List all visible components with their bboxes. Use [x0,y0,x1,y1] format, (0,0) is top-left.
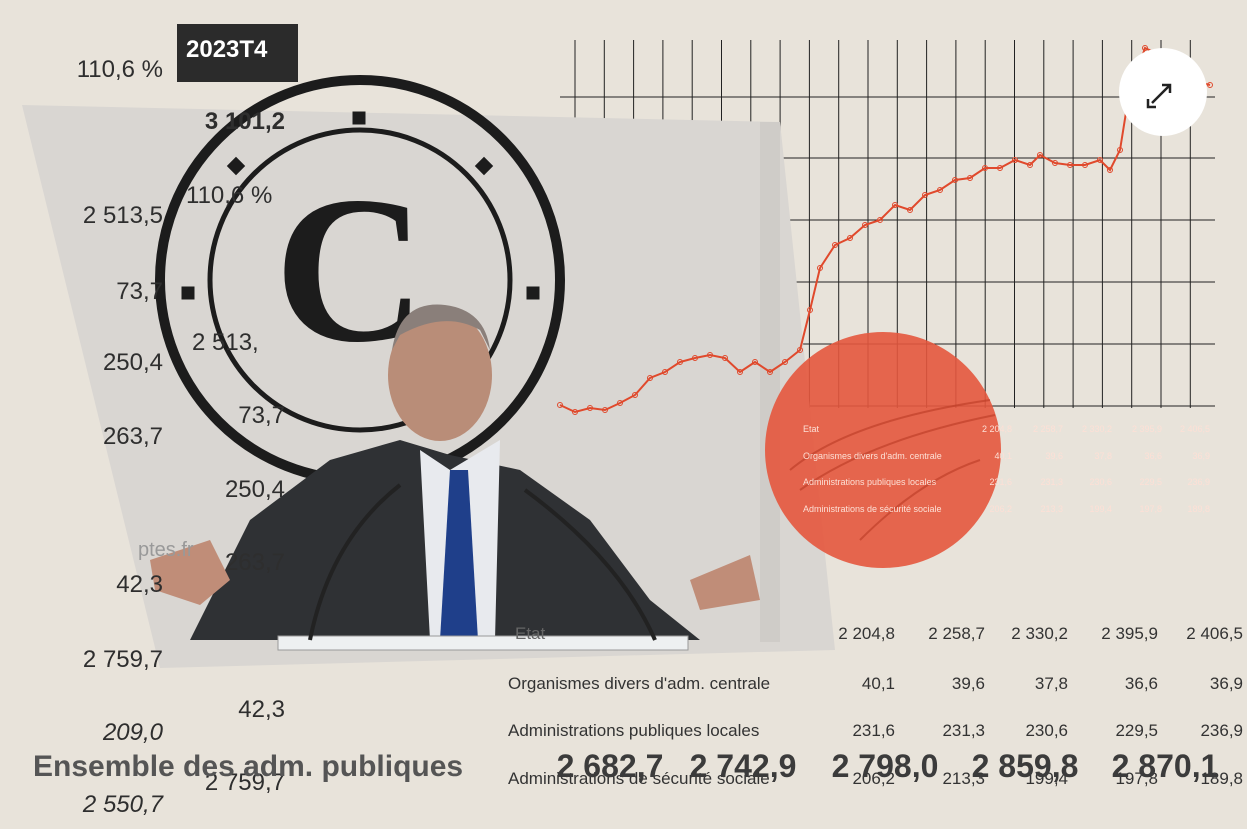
row-label: Administrations publiques locales [508,722,759,739]
table-cell: 37,8 [1035,675,1068,692]
overlay-figure: 263,7 [225,551,285,575]
mini-table-cell: 206,2 [989,505,1012,514]
table-cell: 36,9 [1210,675,1243,692]
mini-table-cell: 36,9 [1192,452,1210,461]
mini-table-cell: 231,6 [989,478,1012,487]
mini-table-cell: 2 330,2 [1082,425,1112,434]
expand-button[interactable] [1119,48,1207,136]
overlay-figure: 3 101,2 [205,110,285,134]
total-label: Ensemble des adm. publiques [33,752,463,782]
left-figure: 2 513,5 [83,204,163,228]
mini-table-cell: 197,8 [1139,505,1162,514]
overlay-figure: 42,3 [238,698,285,722]
table-cell: 36,6 [1125,675,1158,692]
table-cell: 230,6 [1025,722,1068,739]
table-cell: 2 258,7 [928,625,985,642]
table-cell: 40,1 [862,675,895,692]
total-value: 2 859,8 [972,750,1079,782]
mini-table-cell: 236,9 [1187,478,1210,487]
mini-table-cell: 231,3 [1040,478,1063,487]
mini-row-label: Etat [803,425,819,434]
table-cell: 39,6 [952,675,985,692]
red-disc [765,332,1001,568]
table-cell: 236,9 [1200,722,1243,739]
mini-table-cell: 213,3 [1040,505,1063,514]
total-value: 2 682,7 [557,750,664,782]
mini-table-cell: 2 204,8 [982,425,1012,434]
left-figure: 42,3 [116,573,163,597]
table-cell: 2 406,5 [1186,625,1243,642]
table-cell: 229,5 [1115,722,1158,739]
table-cell: 2 330,2 [1011,625,1068,642]
total-value: 2 870,1 [1112,750,1219,782]
table-cell: 2 395,9 [1101,625,1158,642]
collage-graphics: C [0,0,1247,829]
mini-table-cell: 2 395,9 [1132,425,1162,434]
overlay-figure: 2 513, [192,331,259,355]
total-value: 2 798,0 [832,750,939,782]
page: {"tag":"2023T4", "left_column":["110,6 %… [0,0,1247,829]
mini-table-cell: 36,6 [1144,452,1162,461]
left-figure: 2 759,7 [83,648,163,672]
mini-row-label: Administrations de sécurité sociale [803,505,942,514]
mini-table-cell: 39,6 [1045,452,1063,461]
total-value: 2 742,9 [690,750,797,782]
mini-table-cell: 40,1 [994,452,1012,461]
mini-table-cell: 189,8 [1187,505,1210,514]
mini-table-cell: 2 406,5 [1180,425,1210,434]
photo-wall [760,122,780,642]
left-figure: 263,7 [103,425,163,449]
table-cell: 231,3 [942,722,985,739]
left-figure: 73,7 [116,280,163,304]
row-label: Etat [515,625,545,642]
mini-row-label: Administrations publiques locales [803,478,936,487]
table-cell: 231,6 [852,722,895,739]
mini-table-cell: 199,4 [1089,505,1112,514]
mini-table-cell: 229,5 [1139,478,1162,487]
mini-table-cell: 230,6 [1089,478,1112,487]
left-figure: 110,6 % [77,58,163,82]
mini-table-cell: 2 258,7 [1033,425,1063,434]
overlay-figure: 110,6 % [186,184,272,208]
mini-row-label: Organismes divers d'adm. centrale [803,452,942,461]
left-figure: 250,4 [103,351,163,375]
row-label: Organismes divers d'adm. centrale [508,675,770,692]
table-cell: 2 204,8 [838,625,895,642]
overlay-figure: 250,4 [225,478,285,502]
mini-table-cell: 37,8 [1094,452,1112,461]
period-tag: 2023T4 [186,38,267,62]
left-figure: 2 550,7 [83,793,163,817]
overlay-figure: 73,7 [238,404,285,428]
left-figure: 209,0 [103,721,163,745]
photo-caption: ptes.fr [138,540,194,560]
